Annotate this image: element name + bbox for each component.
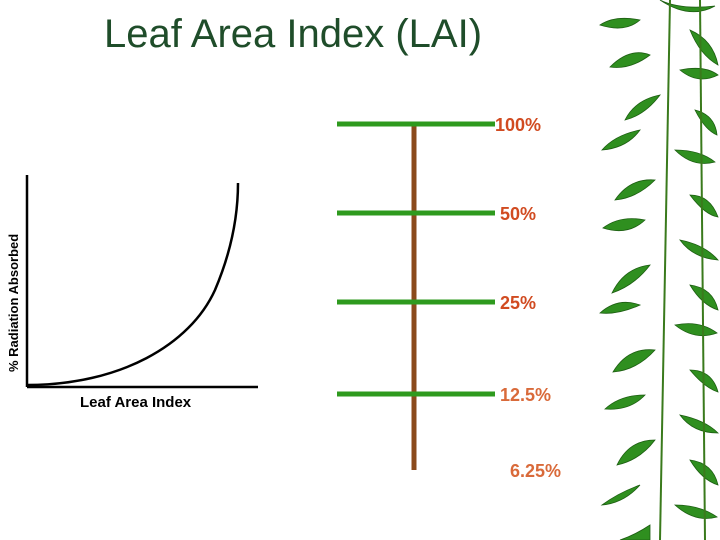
slide-title: Leaf Area Index (LAI) (104, 12, 483, 56)
layer-1-percent: 100% (495, 115, 542, 135)
layer-2-percent: 50% (500, 204, 537, 224)
layer-5-percent: 6.25% (510, 461, 562, 481)
absorption-curve (26, 182, 240, 387)
layer-3-percent: 25% (500, 293, 537, 313)
layer-4-percent: 12.5% (500, 385, 552, 405)
graph-x-label: Leaf Area Index (80, 394, 192, 411)
